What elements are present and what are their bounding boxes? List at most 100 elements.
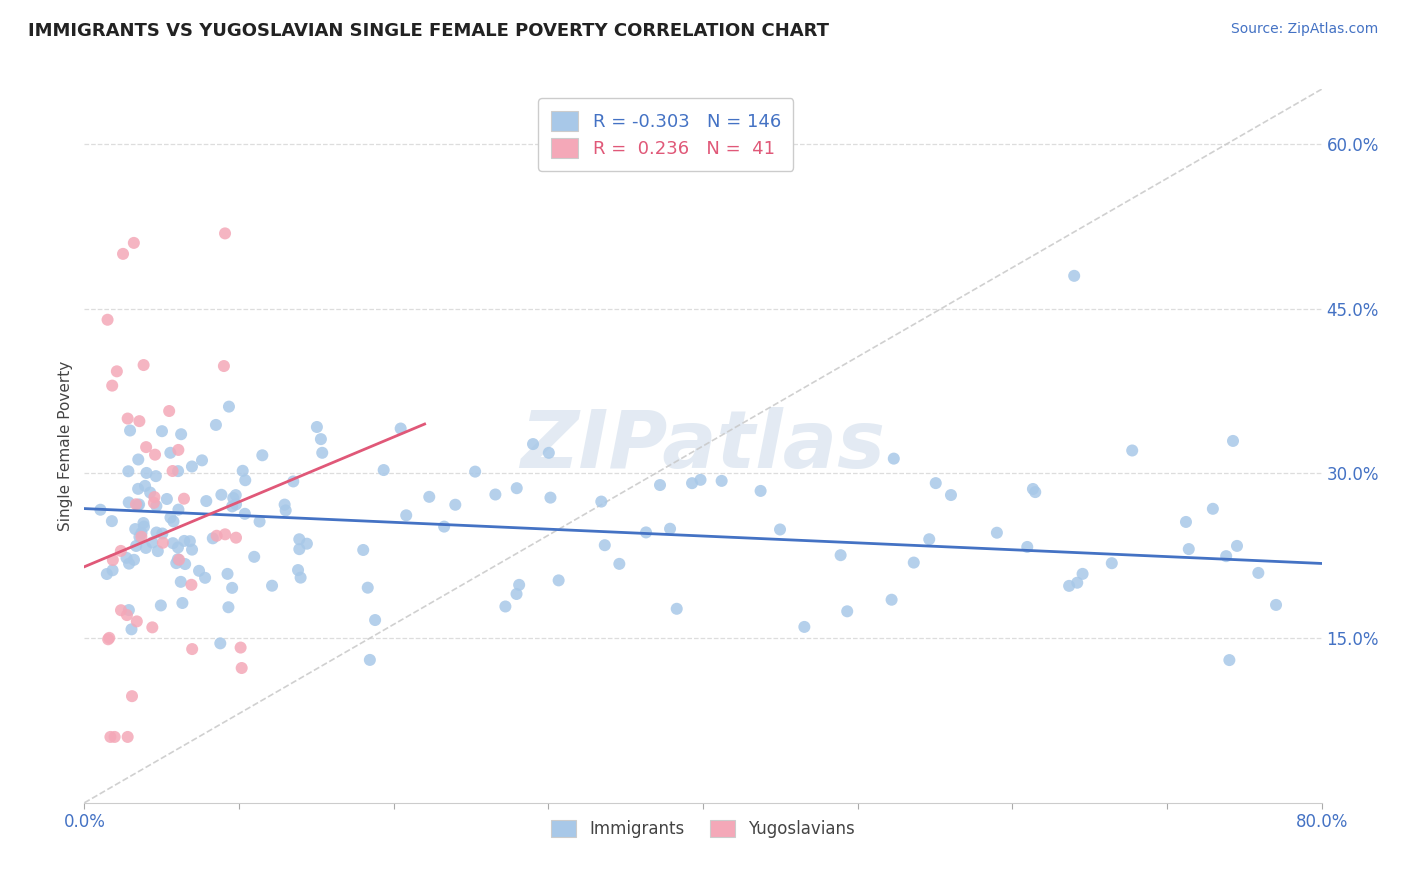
- Point: [484, 487, 506, 501]
- Point: [918, 533, 941, 547]
- Point: [1218, 653, 1240, 667]
- Point: [1226, 539, 1249, 553]
- Point: [418, 490, 440, 504]
- Point: [218, 400, 240, 414]
- Point: [181, 542, 204, 557]
- Point: [139, 485, 162, 500]
- Point: [1202, 501, 1225, 516]
- Point: [127, 452, 149, 467]
- Point: [128, 498, 150, 512]
- Point: [105, 364, 128, 378]
- Point: [283, 475, 305, 489]
- Point: [179, 534, 201, 549]
- Point: [607, 557, 630, 571]
- Point: [180, 578, 202, 592]
- Point: [309, 432, 332, 446]
- Point: [273, 498, 295, 512]
- Point: [681, 476, 703, 491]
- Point: [121, 689, 143, 703]
- Point: [659, 522, 682, 536]
- Point: [225, 497, 247, 511]
- Point: [986, 525, 1008, 540]
- Point: [508, 578, 530, 592]
- Point: [217, 600, 239, 615]
- Point: [157, 404, 180, 418]
- Point: [118, 495, 141, 509]
- Point: [194, 571, 217, 585]
- Point: [433, 519, 456, 533]
- Point: [837, 604, 859, 618]
- Text: IMMIGRANTS VS YUGOSLAVIAN SINGLE FEMALE POVERTY CORRELATION CHART: IMMIGRANTS VS YUGOSLAVIAN SINGLE FEMALE …: [28, 22, 830, 40]
- Point: [883, 451, 905, 466]
- Point: [217, 566, 239, 581]
- Point: [364, 613, 387, 627]
- Point: [209, 488, 232, 502]
- Y-axis label: Single Female Poverty: Single Female Poverty: [58, 361, 73, 531]
- Point: [522, 437, 544, 451]
- Point: [538, 491, 561, 505]
- Point: [1057, 579, 1080, 593]
- Point: [769, 523, 792, 537]
- Point: [225, 531, 247, 545]
- Point: [124, 522, 146, 536]
- Point: [222, 491, 245, 505]
- Point: [191, 453, 214, 467]
- Point: [260, 579, 283, 593]
- Point: [188, 564, 211, 578]
- Point: [205, 417, 228, 432]
- Point: [122, 235, 145, 250]
- Point: [117, 411, 139, 425]
- Point: [167, 552, 190, 566]
- Point: [1222, 434, 1244, 448]
- Point: [120, 424, 142, 438]
- Point: [506, 481, 529, 495]
- Point: [100, 730, 122, 744]
- Point: [143, 448, 166, 462]
- Point: [221, 500, 243, 514]
- Point: [221, 581, 243, 595]
- Point: [128, 530, 150, 544]
- Point: [1265, 598, 1288, 612]
- Point: [101, 514, 124, 528]
- Point: [274, 503, 297, 517]
- Point: [96, 312, 118, 326]
- Point: [96, 567, 118, 582]
- Point: [173, 533, 195, 548]
- Point: [925, 476, 948, 491]
- Point: [1071, 566, 1094, 581]
- Point: [125, 497, 148, 511]
- Point: [243, 549, 266, 564]
- Point: [689, 473, 711, 487]
- Point: [939, 488, 962, 502]
- Point: [287, 563, 309, 577]
- Point: [115, 550, 138, 565]
- Point: [167, 442, 190, 457]
- Point: [749, 483, 772, 498]
- Point: [249, 515, 271, 529]
- Point: [214, 527, 236, 541]
- Point: [195, 494, 218, 508]
- Point: [173, 491, 195, 506]
- Point: [830, 548, 852, 562]
- Point: [201, 532, 224, 546]
- Point: [104, 730, 127, 744]
- Point: [205, 529, 228, 543]
- Point: [1024, 485, 1046, 500]
- Point: [165, 556, 187, 570]
- Point: [167, 502, 190, 516]
- Point: [101, 563, 124, 577]
- Point: [311, 446, 333, 460]
- Point: [115, 608, 138, 623]
- Point: [494, 599, 516, 614]
- Point: [118, 557, 141, 571]
- Point: [444, 498, 467, 512]
- Text: ZIPatlas: ZIPatlas: [520, 407, 886, 485]
- Point: [127, 482, 149, 496]
- Point: [143, 490, 166, 504]
- Point: [547, 574, 569, 588]
- Point: [1247, 566, 1270, 580]
- Point: [134, 479, 156, 493]
- Point: [305, 420, 328, 434]
- Point: [231, 661, 253, 675]
- Point: [290, 571, 312, 585]
